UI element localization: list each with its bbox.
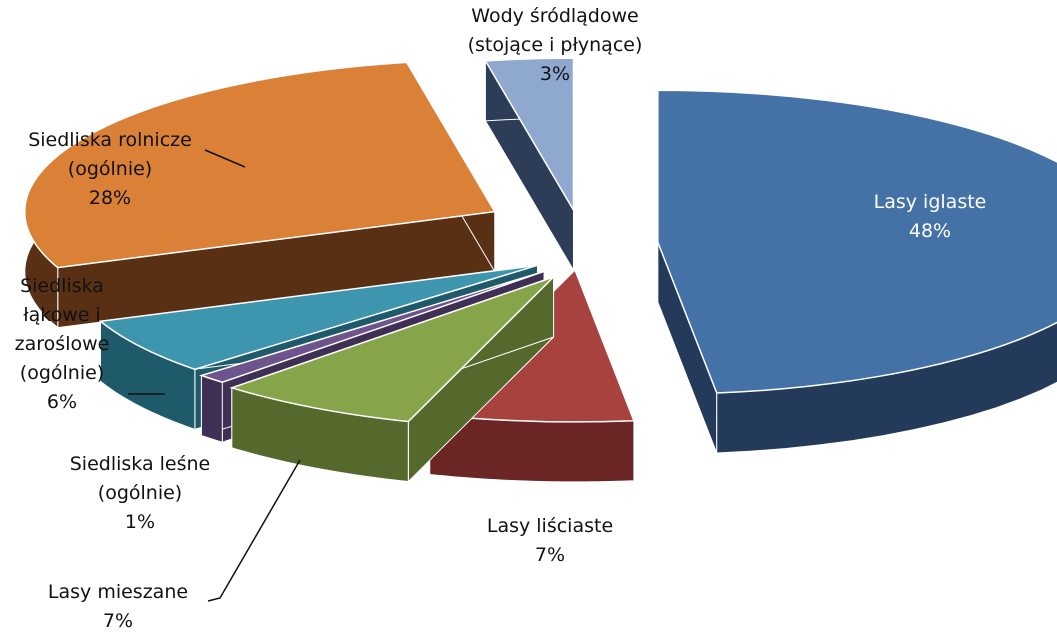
data-label-value: 7% xyxy=(535,544,565,566)
data-label-category: (ogólnie) xyxy=(68,158,152,180)
slice-siedliska-rolnicze-ogolnie xyxy=(24,60,496,329)
label-lasy-lisciaste: Lasy liściaste 7% xyxy=(487,515,613,566)
data-label-category: (ogólnie) xyxy=(98,482,182,504)
data-label-category: (stojące i płynące) xyxy=(468,34,643,56)
data-label-category: łąkowe i xyxy=(23,304,101,326)
data-label-value: 48% xyxy=(909,220,951,242)
data-label-category: Lasy iglaste xyxy=(874,191,987,213)
slice-top xyxy=(657,89,1057,394)
data-label-category: Wody śródlądowe xyxy=(471,5,638,27)
slice-top xyxy=(199,270,545,384)
label-lasy-mieszane: Lasy mieszane 7% xyxy=(48,581,188,632)
label-siedliska-lakowe-i-zaroslowe-ogolnie: Siedliska łąkowe i zaroślowe (ogólnie) 6% xyxy=(15,275,110,413)
slice-top xyxy=(24,61,496,269)
data-label-category: zaroślowe xyxy=(15,333,110,355)
data-label-value: 28% xyxy=(89,187,131,209)
slice-top xyxy=(484,57,575,213)
data-label-value: 1% xyxy=(125,511,155,533)
leader-lines xyxy=(128,149,301,602)
data-label-category: Lasy mieszane xyxy=(48,581,188,603)
label-siedliska-lesne-ogolnie: Siedliska leśne (ogólnie) 1% xyxy=(70,453,211,533)
data-label-category: Siedliska rolnicze xyxy=(28,129,192,151)
label-wody-srodladowe-stojace-i-plynace: Wody śródlądowe (stojące i płynące) 3% xyxy=(468,5,643,85)
data-label-category: Siedliska leśne xyxy=(70,453,211,475)
leader-line xyxy=(204,149,246,168)
slice-lasy-iglaste xyxy=(657,89,1057,454)
slice-top xyxy=(98,264,538,371)
slice-top xyxy=(229,276,555,423)
slice-lasy-mieszane xyxy=(229,275,555,483)
slice-wody-srodladowe-stojace-i-plynace xyxy=(484,57,575,272)
leader-line xyxy=(207,459,301,602)
label-lasy-iglaste: Lasy iglaste 48% xyxy=(874,191,987,242)
label-siedliska-rolnicze-ogolnie: Siedliska rolnicze (ogólnie) 28% xyxy=(28,129,192,209)
slices-layer xyxy=(24,57,1057,483)
data-label-value: 3% xyxy=(540,63,570,85)
data-label-value: 6% xyxy=(47,391,77,413)
data-label-category: Siedliska xyxy=(20,275,104,297)
data-label-category: (ogólnie) xyxy=(20,362,104,384)
data-label-value: 7% xyxy=(103,610,133,632)
slice-side xyxy=(200,374,223,443)
data-label-category: Lasy liściaste xyxy=(487,515,613,537)
